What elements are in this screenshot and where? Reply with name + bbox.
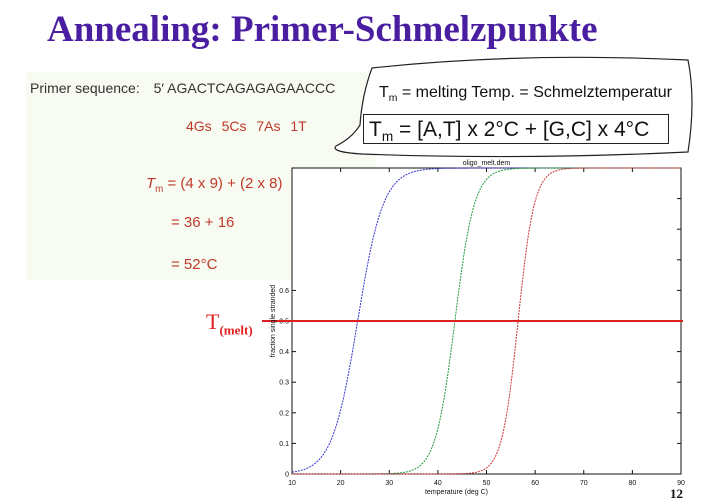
y-tick-label: 0.1 — [279, 441, 289, 448]
melt-curve-3 — [292, 167, 681, 475]
tm-symbol: T — [146, 175, 156, 192]
rule-subscript: m — [381, 129, 394, 145]
tm-formula-line: Tm = (4 x 9) + (2 x 8) — [146, 175, 283, 195]
sequence-label: Primer sequence: — [30, 80, 140, 96]
rule-symbol: T — [369, 118, 382, 141]
slide-title: Annealing: Primer-Schmelzpunkte — [47, 9, 598, 50]
page-number: 12 — [670, 486, 683, 501]
y-tick-label: 0.6 — [279, 288, 289, 295]
tm-definition: Tm = melting Temp. = Schmelztemperatur — [379, 84, 672, 104]
x-tick-label: 50 — [483, 480, 491, 487]
x-tick-label: 60 — [531, 480, 539, 487]
primer-sequence-line: Primer sequence: 5′ AGACTCAGAGAGAACCC — [30, 80, 335, 96]
tm-subscript: m — [155, 184, 164, 195]
tmelt-subscript: (melt) — [219, 322, 253, 338]
y-axis-label: fraction single stranded — [270, 285, 277, 357]
x-tick-label: 10 — [288, 480, 296, 487]
y-tick-label: 0.2 — [279, 410, 289, 417]
rule-formula: = [A,T] x 2°C + [G,C] x 4°C — [399, 118, 650, 141]
def-symbol: T — [379, 84, 389, 101]
y-tick-label: 0.4 — [279, 349, 289, 356]
chart-title: oligo_melt.dem — [463, 160, 511, 167]
five-prime-marker: 5′ — [153, 80, 165, 96]
x-tick-label: 20 — [337, 480, 345, 487]
tm-rule-box: Tm = [A,T] x 2°C + [G,C] x 4°C — [363, 114, 669, 144]
calc-step-sum: = 36 + 16 — [171, 214, 235, 231]
tm-formula: = (4 x 9) + (2 x 8) — [167, 175, 283, 192]
tmelt-symbol: T — [206, 309, 220, 334]
calc-step-result: = 52°C — [171, 256, 218, 273]
x-axis-label: temperature (deg C) — [425, 489, 488, 496]
x-tick-label: 90 — [677, 480, 685, 487]
def-subscript: m — [388, 93, 398, 105]
y-tick-label: 0 — [285, 472, 289, 479]
y-tick-label: 0.3 — [279, 380, 289, 387]
def-text: = melting Temp. = Schmelztemperatur — [401, 84, 672, 101]
x-tick-label: 40 — [434, 480, 442, 487]
base-counts: 4Gs 5Cs 7As 1T — [186, 118, 307, 134]
primer-sequence: AGACTCAGAGAGAACCC — [167, 80, 336, 96]
x-tick-label: 80 — [628, 480, 636, 487]
t-melt-label: T(melt) — [206, 309, 253, 338]
x-tick-label: 70 — [580, 480, 588, 487]
x-tick-label: 30 — [385, 480, 393, 487]
